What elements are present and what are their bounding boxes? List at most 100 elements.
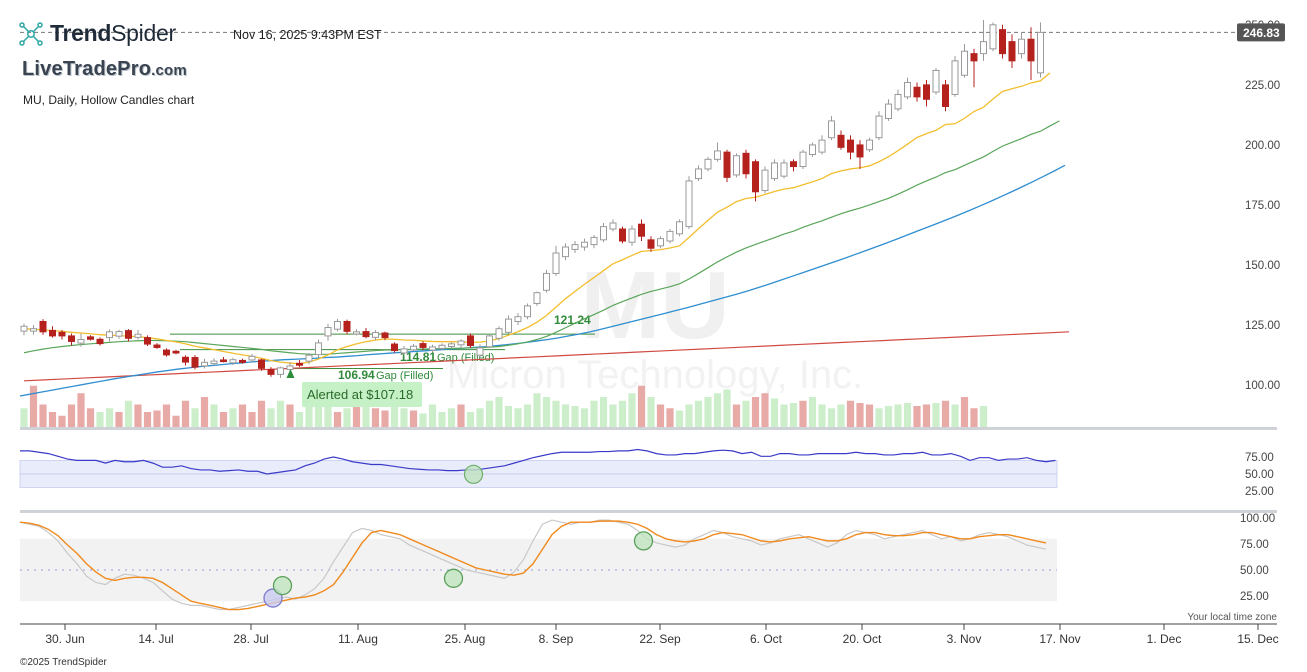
volume-bar (922, 404, 931, 427)
volume-bar (514, 408, 522, 427)
candle (951, 56, 959, 97)
volume-bar (67, 404, 76, 427)
candle (885, 99, 892, 121)
volume-bar (846, 400, 855, 427)
candle-body (790, 161, 797, 168)
stoch-tick-label: 25.00 (1240, 591, 1269, 603)
candle (942, 80, 949, 112)
volume-bar (713, 393, 722, 427)
candles (20, 20, 1044, 378)
x-tick-label: 15. Dec (1237, 632, 1278, 646)
volume-bar (818, 404, 826, 427)
candle-body (685, 180, 693, 228)
volume-bar (276, 400, 285, 427)
candle (913, 82, 921, 102)
volume-bar (799, 400, 807, 427)
candle (989, 22, 997, 52)
price-tick-label: 225.00 (1245, 80, 1280, 92)
candle (543, 269, 550, 293)
candle-body (248, 355, 256, 361)
volume-bar (618, 400, 627, 427)
candle-body (58, 331, 66, 337)
candle (533, 291, 541, 306)
volume-bar (827, 408, 836, 427)
volume-bar (143, 412, 152, 427)
volume-bar (504, 406, 513, 427)
company-watermark: Micron Technology, Inc. (447, 353, 864, 397)
candle-body (305, 354, 313, 362)
candle-body (191, 357, 199, 368)
last-price-badge (1237, 23, 1285, 42)
alert-badge (302, 382, 422, 407)
candle-body (809, 144, 816, 156)
candle (894, 89, 902, 112)
candle (495, 326, 503, 341)
candle-body (429, 346, 436, 351)
candle-body (448, 343, 455, 347)
candle-body (438, 344, 446, 349)
volume-bar (295, 412, 304, 427)
volume-bar (932, 403, 940, 427)
ema-short-line (23, 72, 1051, 365)
candle-body (704, 158, 712, 170)
candle-body (277, 367, 284, 375)
panel-divider-rsi (20, 427, 1277, 430)
volume-bar (20, 408, 28, 427)
candle (695, 165, 702, 181)
volume-bar (694, 400, 703, 427)
brand-name: TrendSpider (50, 20, 176, 46)
candle-body (68, 335, 75, 342)
candle (932, 68, 940, 95)
volume-bar (979, 406, 988, 427)
candle-body (999, 29, 1006, 55)
volume-bar (58, 415, 66, 427)
candle-body (267, 369, 275, 375)
candle (923, 80, 930, 107)
volume-bar (808, 397, 817, 427)
candle (581, 238, 588, 251)
candle (609, 219, 617, 232)
candle-body (866, 139, 873, 151)
candle (201, 358, 208, 369)
candle-body (495, 328, 503, 339)
candle (771, 159, 778, 181)
x-tick-label: 3. Nov (947, 632, 982, 646)
stoch-signal-marker (443, 568, 464, 588)
candle-body (1018, 38, 1025, 55)
volume-bar (476, 408, 484, 427)
volume-bar (115, 412, 123, 427)
volume-bar (333, 412, 342, 427)
candle-body (875, 115, 883, 139)
volume-bar (742, 400, 750, 427)
candle (847, 135, 854, 160)
candle (182, 355, 189, 366)
volume-bar (542, 397, 551, 427)
candle (723, 149, 731, 183)
candle (400, 346, 408, 356)
volume-bar (875, 408, 883, 427)
candle-body (372, 332, 379, 338)
volume-bar (39, 404, 47, 427)
stoch-tick-label: 100.00 (1240, 513, 1275, 525)
rsi-line (20, 448, 1056, 475)
candle (638, 219, 645, 242)
candle-body (296, 362, 303, 366)
volume-bar (248, 412, 256, 427)
candle (657, 236, 664, 249)
timezone-note: Your local time zone (1187, 612, 1277, 623)
candle (229, 357, 237, 365)
rsi-tick-label: 75.00 (1245, 452, 1274, 464)
candle-body (847, 139, 854, 153)
volume-bar (884, 406, 893, 427)
candle (467, 333, 474, 348)
candle (524, 303, 531, 320)
volume-bar (229, 408, 237, 427)
candle (961, 44, 968, 78)
candle-body (676, 221, 683, 235)
candle-body (258, 359, 265, 369)
candle-body (334, 320, 341, 330)
candle-body (20, 325, 28, 332)
volume-bar (552, 400, 560, 427)
candle (125, 329, 132, 342)
